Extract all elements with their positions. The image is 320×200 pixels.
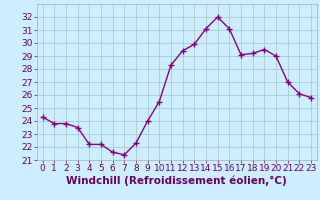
X-axis label: Windchill (Refroidissement éolien,°C): Windchill (Refroidissement éolien,°C): [67, 176, 287, 186]
